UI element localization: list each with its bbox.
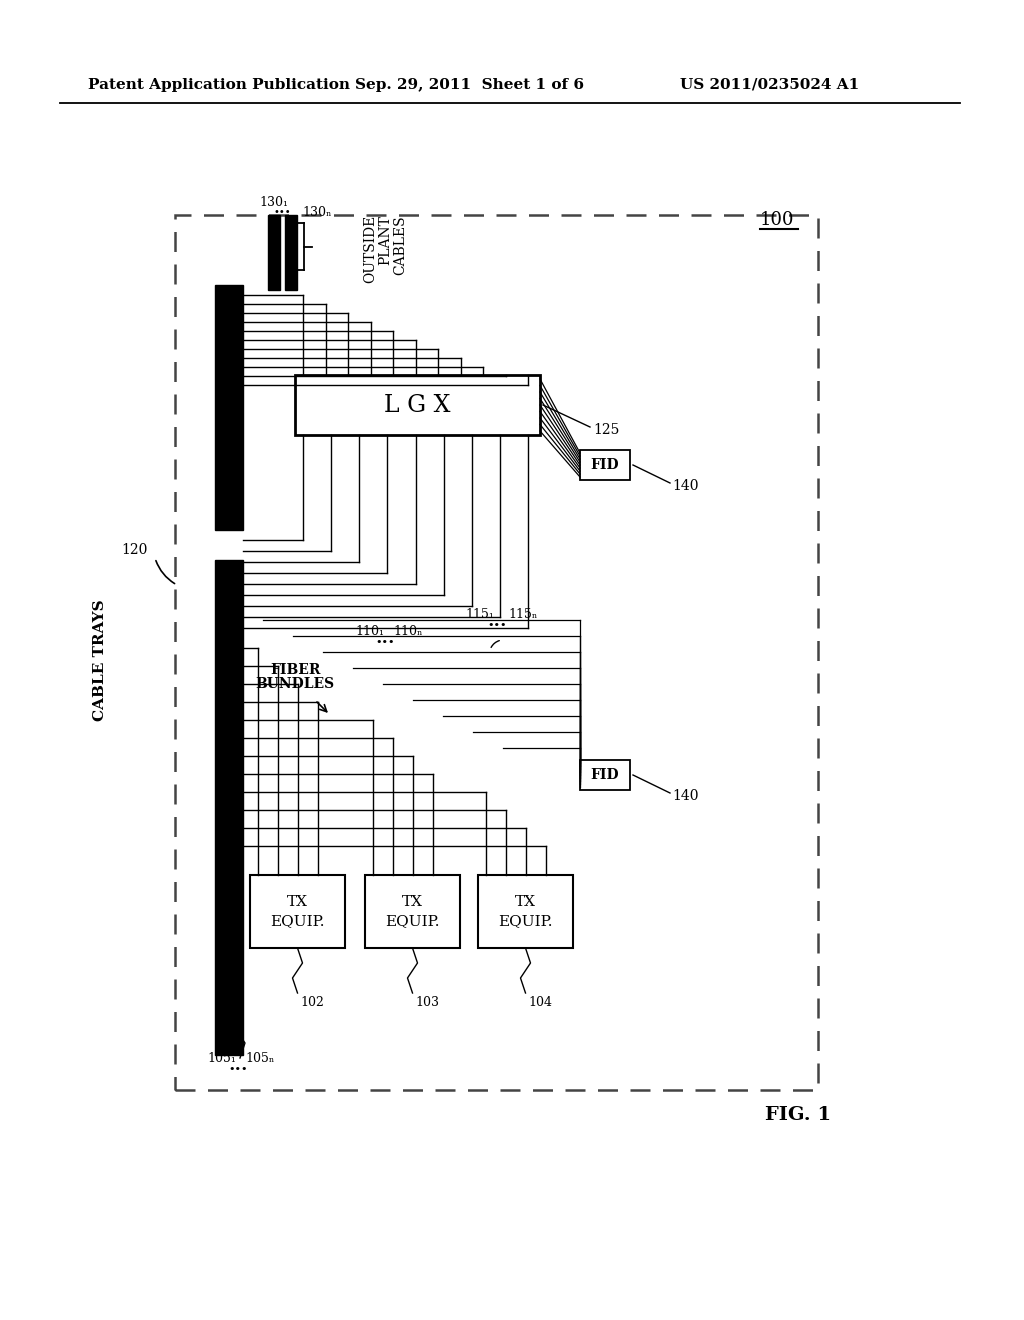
- Bar: [250, 875, 345, 948]
- Text: •••: •••: [375, 638, 394, 647]
- Text: 115ₙ: 115ₙ: [508, 609, 538, 620]
- Bar: [478, 875, 573, 948]
- Text: OUTSIDE: OUTSIDE: [362, 215, 377, 284]
- Text: •••: •••: [487, 620, 507, 630]
- Text: 130₁: 130₁: [259, 197, 289, 210]
- Text: 130ₙ: 130ₙ: [302, 206, 332, 219]
- Text: PLANT: PLANT: [378, 215, 392, 265]
- Bar: [268, 215, 280, 290]
- Text: FIBER: FIBER: [269, 663, 321, 677]
- Bar: [285, 215, 297, 290]
- Bar: [175, 215, 818, 1090]
- Text: 125: 125: [593, 422, 620, 437]
- Text: Patent Application Publication: Patent Application Publication: [88, 78, 350, 92]
- Text: TX
EQUIP.: TX EQUIP.: [270, 895, 325, 928]
- Bar: [215, 285, 243, 531]
- Text: •••: •••: [273, 207, 291, 216]
- Text: 104: 104: [528, 997, 553, 1008]
- Text: 102: 102: [300, 997, 325, 1008]
- Bar: [580, 760, 630, 789]
- Text: •••: •••: [228, 1064, 248, 1074]
- Bar: [580, 450, 630, 480]
- Text: CABLE TRAYS: CABLE TRAYS: [93, 599, 106, 721]
- Text: 105₁: 105₁: [208, 1052, 237, 1065]
- Text: 140: 140: [672, 789, 698, 803]
- Bar: [365, 875, 460, 948]
- Text: TX
EQUIP.: TX EQUIP.: [385, 895, 439, 928]
- Text: 115₁: 115₁: [466, 609, 495, 620]
- Text: FIG. 1: FIG. 1: [765, 1106, 831, 1125]
- Text: 100: 100: [760, 211, 795, 228]
- Text: L G X: L G X: [384, 393, 451, 417]
- Text: 110ₙ: 110ₙ: [393, 624, 423, 638]
- Text: Sep. 29, 2011  Sheet 1 of 6: Sep. 29, 2011 Sheet 1 of 6: [355, 78, 584, 92]
- Text: TX
EQUIP.: TX EQUIP.: [499, 895, 553, 928]
- Text: 105ₙ: 105ₙ: [246, 1052, 274, 1065]
- Text: 103: 103: [416, 997, 439, 1008]
- Text: FID: FID: [591, 458, 620, 473]
- Bar: [295, 375, 540, 436]
- Text: 110₁: 110₁: [355, 624, 384, 638]
- Text: 120: 120: [122, 543, 148, 557]
- Text: BUNDLES: BUNDLES: [255, 677, 335, 690]
- Text: FID: FID: [591, 768, 620, 781]
- Text: CABLES: CABLES: [393, 215, 407, 275]
- Text: 140: 140: [672, 479, 698, 492]
- Text: US 2011/0235024 A1: US 2011/0235024 A1: [680, 78, 859, 92]
- Bar: [215, 560, 243, 1055]
